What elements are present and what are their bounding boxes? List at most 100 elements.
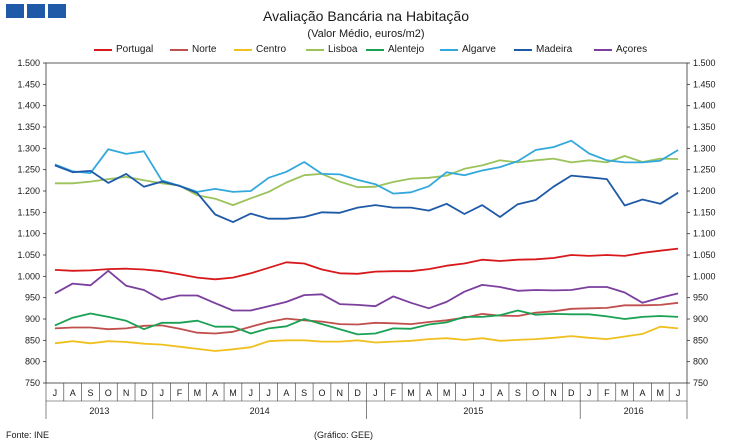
x-tick-label: J	[249, 388, 254, 398]
y-tick-label-right: 1.200	[693, 186, 716, 196]
legend-swatch	[306, 48, 324, 51]
x-tick-label: D	[141, 388, 148, 398]
y-tick-label-left: 750	[25, 378, 40, 388]
legend-item: Algarve	[440, 44, 496, 55]
y-tick-label-right: 850	[693, 335, 708, 345]
x-tick-label: J	[53, 388, 58, 398]
chart-subtitle: (Valor Médio, euros/m2)	[307, 28, 425, 40]
legend-label: Lisboa	[328, 44, 358, 55]
legend-item: Norte	[170, 44, 216, 55]
legend-item: Alentejo	[366, 44, 424, 55]
x-tick-label: A	[639, 388, 645, 398]
legend-label: Centro	[256, 44, 287, 55]
year-label: 2016	[624, 406, 644, 416]
x-tick-label: M	[407, 388, 415, 398]
x-tick-label: M	[194, 388, 202, 398]
y-tick-label-right: 1.500	[693, 58, 716, 68]
y-tick-label-right: 750	[693, 378, 708, 388]
y-tick-label-left: 900	[25, 314, 40, 324]
x-tick-label: F	[177, 388, 183, 398]
series-line-acores	[54, 269, 679, 312]
legend-swatch	[594, 48, 612, 51]
legend-label: Algarve	[462, 44, 496, 55]
y-tick-label-left: 1.150	[17, 207, 40, 217]
series-line-alentejo	[54, 309, 679, 336]
x-tick-label: S	[88, 388, 94, 398]
x-tick-label: J	[373, 388, 378, 398]
y-tick-label-left: 1.100	[17, 229, 40, 239]
logo-block	[48, 4, 66, 18]
logo-block	[6, 4, 24, 18]
x-tick-label: F	[390, 388, 396, 398]
legend-label: Portugal	[116, 44, 154, 55]
brand-logo	[6, 4, 66, 18]
x-tick-label: A	[212, 388, 218, 398]
legend-swatch	[170, 48, 188, 51]
year-label: 2014	[250, 406, 270, 416]
y-tick-label-right: 1.250	[693, 165, 716, 175]
x-tick-label: F	[604, 388, 610, 398]
legend-item: Lisboa	[306, 44, 357, 55]
x-tick-label: D	[354, 388, 361, 398]
legend-item: Açores	[594, 44, 647, 55]
x-tick-label: J	[480, 388, 485, 398]
plot-area-frame	[45, 62, 688, 384]
x-tick-label: D	[568, 388, 575, 398]
y-tick-label-left: 1.400	[17, 101, 40, 111]
year-label: 2013	[89, 406, 109, 416]
y-tick-label-left: 1.050	[17, 250, 40, 260]
x-tick-label: S	[515, 388, 521, 398]
legend-label: Açores	[616, 44, 648, 55]
series-line-algarve	[54, 139, 679, 195]
logo-block	[27, 4, 45, 18]
x-tick-label: M	[621, 388, 629, 398]
y-tick-label-left: 1.200	[17, 186, 40, 196]
x-tick-label: A	[426, 388, 432, 398]
legend-swatch	[234, 48, 252, 51]
series-line-lisboa	[54, 155, 679, 207]
x-tick-label: O	[318, 388, 325, 398]
y-tick-label-left: 950	[25, 293, 40, 303]
legend-item: Centro	[234, 44, 286, 55]
legend-label: Alentejo	[388, 44, 425, 55]
x-tick-label: M	[657, 388, 665, 398]
year-label: 2015	[463, 406, 483, 416]
x-tick-label: J	[462, 388, 467, 398]
series-line-portugal	[54, 247, 679, 281]
x-tick-label: J	[676, 388, 681, 398]
x-tick-label: J	[587, 388, 592, 398]
x-tick-label: A	[497, 388, 503, 398]
y-tick-label-right: 1.350	[693, 122, 716, 132]
y-tick-label-right: 950	[693, 293, 708, 303]
legend-swatch	[366, 48, 384, 51]
series-line-norte	[54, 301, 679, 335]
x-tick-label: M	[229, 388, 237, 398]
legend-swatch	[94, 48, 112, 51]
x-tick-label: N	[550, 388, 557, 398]
legend-swatch	[440, 48, 458, 51]
y-tick-label-left: 1.000	[17, 271, 40, 281]
chart-title: Avaliação Bancária na Habitação	[263, 8, 469, 24]
legend-label: Norte	[192, 44, 217, 55]
y-tick-label-right: 900	[693, 314, 708, 324]
y-tick-label-right: 1.000	[693, 271, 716, 281]
legend-label: Madeira	[536, 44, 573, 55]
x-tick-label: N	[123, 388, 130, 398]
legend-swatch	[514, 48, 532, 51]
y-tick-label-left: 1.250	[17, 165, 40, 175]
series-line-madeira	[54, 164, 679, 224]
y-tick-label-right: 1.400	[693, 101, 716, 111]
y-tick-label-left: 800	[25, 357, 40, 367]
y-tick-label-left: 1.500	[17, 58, 40, 68]
x-tick-label: J	[159, 388, 164, 398]
y-tick-label-right: 1.150	[693, 207, 716, 217]
y-tick-label-right: 1.300	[693, 143, 716, 153]
chart-legend: Portugal Norte Centro Lisboa Alentejo Algarve…	[94, 44, 684, 58]
source-note: Fonte: INE	[6, 430, 50, 440]
series-line-centro	[54, 325, 679, 352]
y-tick-label-right: 1.450	[693, 79, 716, 89]
y-tick-label-left: 1.450	[17, 79, 40, 89]
x-tick-label: N	[337, 388, 344, 398]
x-tick-label: O	[532, 388, 539, 398]
